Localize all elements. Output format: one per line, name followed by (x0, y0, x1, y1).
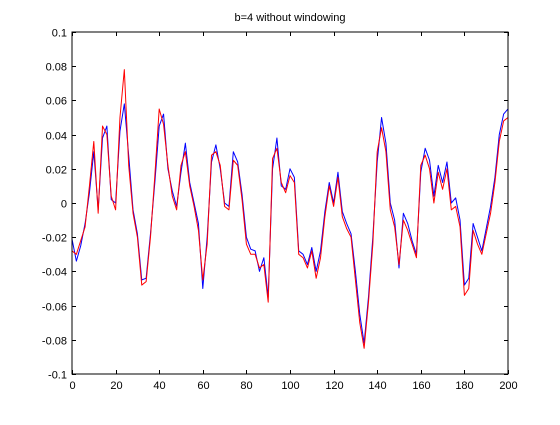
y-tick-label: 0.04 (46, 131, 67, 143)
y-tick-label: -0.08 (42, 336, 67, 348)
x-tick-label: 140 (368, 380, 386, 392)
y-tick-label: 0.08 (46, 62, 67, 74)
series-line-1 (71, 103, 509, 344)
x-tick-label: 200 (499, 380, 517, 392)
y-tick-label: -0.06 (42, 302, 67, 314)
y-tick-label: -0.04 (42, 267, 67, 279)
x-tick-label: 80 (240, 380, 252, 392)
y-tick-label: 0 (61, 199, 67, 211)
chart-title: b=4 without windowing (235, 12, 346, 24)
x-tick-label: 0 (69, 380, 75, 392)
y-tick-label: -0.02 (42, 233, 67, 245)
series-layer (71, 69, 509, 349)
x-tick-label: 120 (325, 380, 343, 392)
x-tick-label: 20 (110, 380, 122, 392)
y-tick-label: -0.1 (48, 370, 67, 382)
x-tick-label: 180 (455, 380, 473, 392)
y-tick-label: 0.02 (46, 165, 67, 177)
x-tick-label: 160 (412, 380, 430, 392)
x-tick-label: 40 (153, 380, 165, 392)
x-tick-label: 60 (197, 380, 209, 392)
x-axis: 0 20 40 60 80 100 120 140 160 180 200 (69, 32, 518, 392)
x-tick-label: 100 (281, 380, 299, 392)
y-tick-label: 0.1 (52, 28, 67, 40)
series-line-2 (71, 69, 509, 349)
y-axis: -0.1 -0.08 -0.06 -0.04 -0.02 0 0.02 0.04 0.06 0.0… (42, 28, 508, 382)
plot-area (71, 31, 509, 375)
y-tick-label: 0.06 (46, 96, 67, 108)
